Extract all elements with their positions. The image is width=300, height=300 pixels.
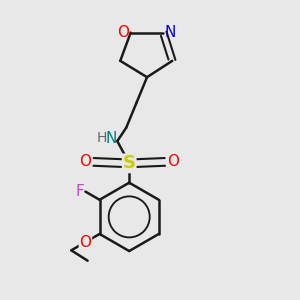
Text: S: S (123, 154, 136, 172)
Text: O: O (117, 25, 129, 40)
Text: H: H (97, 130, 107, 145)
Text: O: O (80, 235, 92, 250)
Text: O: O (79, 154, 91, 169)
Text: F: F (75, 184, 84, 199)
Text: N: N (165, 25, 176, 40)
Text: O: O (167, 154, 179, 169)
Text: N: N (105, 131, 116, 146)
